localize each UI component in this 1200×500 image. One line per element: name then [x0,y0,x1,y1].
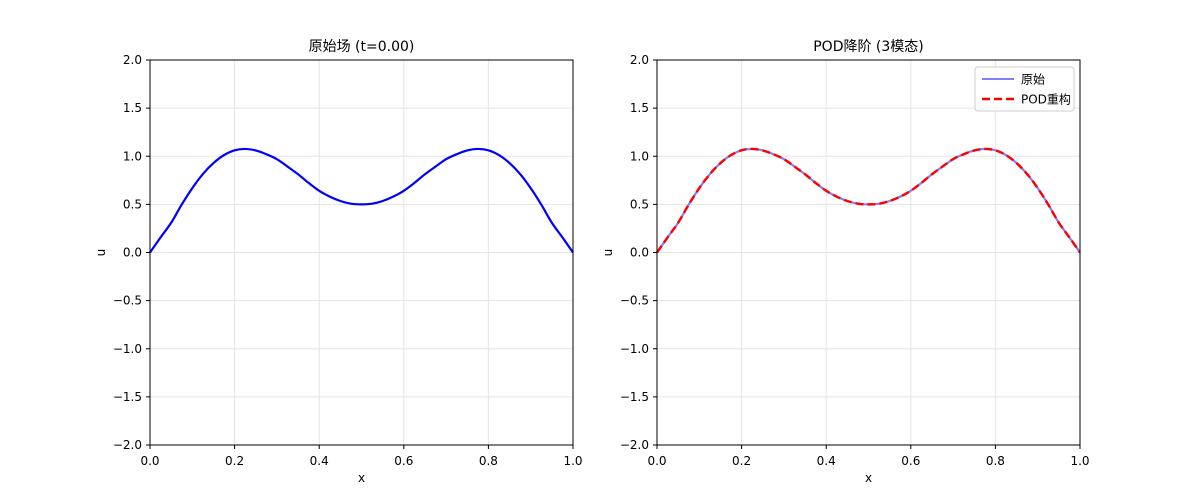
right-x-tick-label: 0.2 [732,454,751,468]
right-y-axis-label: u [601,249,615,257]
left-x-tick-label: 1.0 [563,454,582,468]
right-panel-title: POD降阶 (3模态) [813,39,924,55]
left-y-tick-label: −1.5 [113,390,142,404]
left-x-axis-label: x [358,471,365,485]
right-series-group [656,147,1081,254]
left-y-tick-label: 1.0 [123,149,142,163]
right-panel: POD降阶 (3模态) x u 0.0 0.2 0.4 0.6 0.8 1.0 2.0 1.5… [601,39,1090,485]
right-x-tick-label: 0.0 [647,454,666,468]
left-y-axis-label: u [94,249,108,257]
left-y-tick-label: 0.0 [123,246,142,260]
left-y-tick-label: −2.0 [113,438,142,452]
left-x-tick-label: 0.6 [394,454,413,468]
left-y-tick-label: −1.0 [113,342,142,356]
right-y-tick-label: −1.5 [620,390,649,404]
left-panel-title: 原始场 (t=0.00) [309,39,415,55]
right-y-tick-label: 0.0 [630,246,649,260]
right-x-tick-label: 0.4 [817,454,836,468]
right-y-tick-label: 0.5 [630,197,649,211]
right-x-axis-label: x [865,471,872,485]
legend-label-original: 原始 [1021,73,1045,87]
left-y-tick-label: −0.5 [113,294,142,308]
left-x-tick-label: 0.8 [479,454,498,468]
left-y-tick-label: 1.5 [123,101,142,115]
left-x-tick-label: 0.0 [140,454,159,468]
left-series-line-0 [149,147,574,254]
left-axes-frame [149,59,574,446]
left-y-tick-label: 2.0 [123,53,142,67]
legend: 原始 POD重构 [974,66,1075,112]
right-x-tick-label: 0.8 [986,454,1005,468]
left-x-tick-label: 0.2 [225,454,244,468]
left-x-tick-label: 0.4 [310,454,329,468]
left-panel: 原始场 (t=0.00) x u 0.0 0.2 0.4 0.6 0.8 1.0 2.0 1.… [94,39,583,485]
right-axes-frame [656,59,1081,446]
left-series-group [149,147,574,254]
right-y-tick-label: −1.0 [620,342,649,356]
right-y-tick-label: 1.5 [630,101,649,115]
right-series-line-pod [656,147,1081,254]
right-x-tick-label: 1.0 [1070,454,1089,468]
right-x-tick-label: 0.6 [901,454,920,468]
left-y-tick-label: 0.5 [123,197,142,211]
legend-label-pod: POD重构 [1021,92,1071,107]
right-y-tick-label: −0.5 [620,294,649,308]
right-y-tick-label: 1.0 [630,149,649,163]
right-y-tick-label: −2.0 [620,438,649,452]
right-y-tick-label: 2.0 [630,53,649,67]
